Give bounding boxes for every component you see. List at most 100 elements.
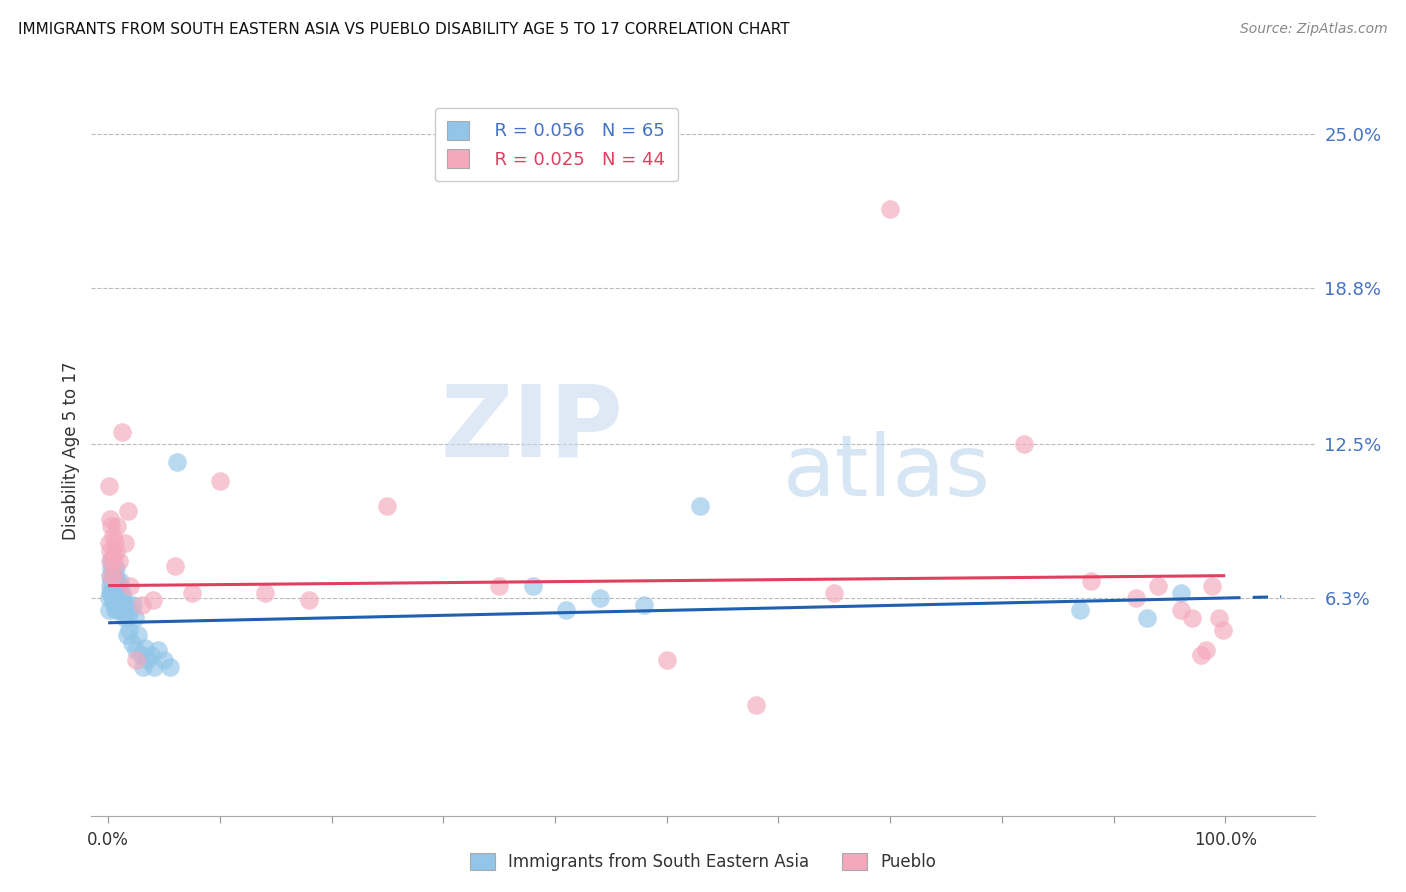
Point — [98, 591, 121, 605]
Point — [110, 574, 132, 588]
Point — [134, 640, 156, 655]
Point — [181, 586, 204, 600]
Point — [101, 578, 124, 592]
Point — [114, 611, 136, 625]
Point — [208, 475, 231, 489]
Point — [253, 586, 276, 600]
Point — [121, 635, 143, 649]
Point — [139, 648, 162, 662]
Legend: Immigrants from South Eastern Asia, Pueblo: Immigrants from South Eastern Asia, Pueb… — [461, 845, 945, 880]
Point — [1189, 648, 1212, 662]
Point — [165, 558, 187, 573]
Text: 0.0%: 0.0% — [87, 831, 129, 849]
Point — [1181, 611, 1204, 625]
Point — [105, 574, 128, 588]
Point — [879, 202, 901, 216]
Point — [104, 561, 127, 575]
Point — [105, 599, 128, 613]
Point — [142, 660, 165, 674]
Point — [1136, 611, 1159, 625]
Point — [115, 628, 138, 642]
Point — [104, 536, 127, 550]
Point — [103, 568, 125, 582]
Point — [111, 599, 134, 613]
Point — [105, 519, 128, 533]
Point — [1208, 611, 1230, 625]
Point — [100, 568, 122, 582]
Point — [100, 578, 122, 592]
Point — [153, 653, 176, 667]
Point — [100, 568, 122, 582]
Point — [100, 586, 122, 600]
Point — [108, 599, 131, 613]
Point — [103, 599, 125, 613]
Point — [104, 568, 127, 582]
Point — [103, 561, 125, 575]
Point — [823, 586, 845, 600]
Text: 100.0%: 100.0% — [1194, 831, 1257, 849]
Point — [98, 479, 121, 493]
Point — [1212, 624, 1234, 638]
Point — [101, 554, 124, 568]
Point — [1170, 586, 1192, 600]
Point — [129, 648, 152, 662]
Point — [104, 574, 127, 588]
Point — [98, 536, 121, 550]
Point — [131, 599, 153, 613]
Point — [689, 500, 711, 514]
Point — [104, 603, 127, 617]
Point — [104, 591, 127, 605]
Point — [125, 653, 148, 667]
Point — [132, 660, 155, 674]
Point — [100, 554, 122, 568]
Point — [118, 624, 141, 638]
Point — [100, 561, 122, 575]
Point — [105, 586, 128, 600]
Text: ZIP: ZIP — [440, 380, 623, 477]
Point — [589, 591, 612, 605]
Point — [110, 593, 132, 607]
Point — [100, 519, 122, 533]
Point — [555, 603, 578, 617]
Point — [120, 578, 142, 592]
Point — [104, 544, 127, 558]
Point — [100, 554, 122, 568]
Point — [98, 603, 121, 617]
Point — [1012, 437, 1035, 451]
Point — [100, 511, 122, 525]
Point — [103, 574, 125, 588]
Point — [127, 628, 149, 642]
Point — [142, 593, 165, 607]
Point — [103, 549, 125, 563]
Text: IMMIGRANTS FROM SOUTH EASTERN ASIA VS PUEBLO DISABILITY AGE 5 TO 17 CORRELATION : IMMIGRANTS FROM SOUTH EASTERN ASIA VS PU… — [18, 22, 790, 37]
Point — [100, 544, 122, 558]
Point — [107, 603, 129, 617]
Text: Source: ZipAtlas.com: Source: ZipAtlas.com — [1240, 22, 1388, 37]
Point — [101, 568, 124, 582]
Point — [136, 653, 159, 667]
Point — [298, 593, 321, 607]
Point — [108, 586, 131, 600]
Point — [110, 425, 132, 439]
Point — [101, 529, 124, 543]
Point — [112, 593, 135, 607]
Point — [1201, 578, 1223, 592]
Point — [1195, 643, 1218, 657]
Point — [1147, 578, 1170, 592]
Point — [377, 500, 399, 514]
Point — [633, 599, 655, 613]
Point — [114, 536, 136, 550]
Point — [745, 698, 768, 712]
Point — [655, 653, 678, 667]
Point — [125, 643, 148, 657]
Point — [101, 549, 124, 563]
Text: atlas: atlas — [783, 431, 990, 514]
Point — [104, 586, 127, 600]
Point — [166, 455, 188, 469]
Point — [101, 593, 124, 607]
Point — [100, 586, 122, 600]
Point — [110, 603, 132, 617]
Point — [148, 643, 170, 657]
Point — [1069, 603, 1091, 617]
Point — [488, 578, 510, 592]
